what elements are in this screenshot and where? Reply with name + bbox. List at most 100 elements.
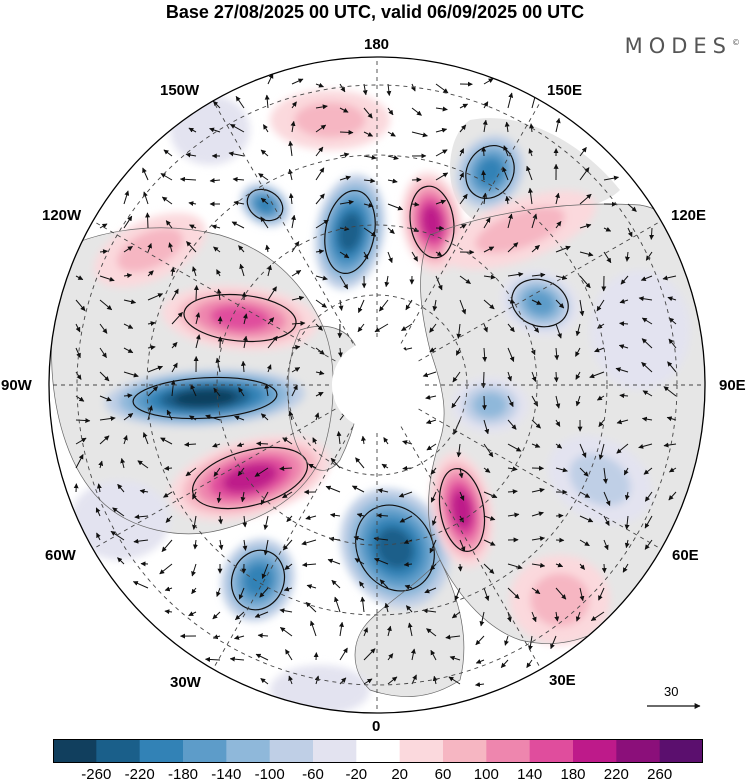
- lon-label-30e: 30E: [549, 672, 576, 689]
- meridian-30: [376, 98, 543, 386]
- wind-arrow: [459, 124, 467, 133]
- wind-arrow: [213, 246, 221, 253]
- wind-arrow: [435, 149, 448, 157]
- wind-arrow: [579, 299, 585, 317]
- wind-arrow: [315, 146, 324, 157]
- wind-arrow: [555, 221, 562, 229]
- wind-arrow: [339, 152, 350, 158]
- wind-arrow: [483, 563, 495, 574]
- wind-arrow: [663, 442, 677, 448]
- wind-arrow: [644, 491, 653, 502]
- wind-arrow: [216, 491, 222, 504]
- wind-arrow: [555, 117, 561, 133]
- wind-arrow: [238, 387, 245, 397]
- anomaly-blob-17-level-0: [70, 480, 170, 560]
- wind-arrow: [373, 536, 389, 542]
- wind-arrow: [451, 611, 461, 619]
- wind-arrow: [133, 538, 149, 544]
- wind-arrow: [359, 581, 365, 589]
- wind-arrow: [98, 460, 104, 469]
- wind-arrow: [435, 127, 448, 133]
- colorbar-swatch-14: [659, 739, 703, 763]
- wind-arrow: [259, 587, 269, 598]
- wind-arrow: [411, 251, 419, 262]
- lon-label-120w: 120W: [42, 207, 82, 224]
- wind-arrow: [168, 242, 174, 253]
- lon-label-150e: 150E: [547, 82, 583, 99]
- wind-arrow: [75, 347, 81, 359]
- anomaly-blob-1-level-3: [210, 305, 270, 331]
- wind-arrow: [123, 435, 128, 445]
- wind-arrow: [624, 491, 630, 501]
- wind-arrow: [238, 587, 245, 600]
- wind-arrow: [456, 323, 462, 339]
- wind-arrow: [305, 515, 317, 521]
- wind-arrow: [531, 371, 537, 382]
- wind-arrow: [531, 299, 542, 305]
- wind-arrow: [189, 415, 197, 421]
- wind-arrow: [667, 361, 677, 373]
- wind-arrow: [668, 467, 677, 473]
- wind-arrow: [555, 467, 568, 473]
- land-europe: [355, 560, 464, 697]
- wind-arrow: [279, 608, 293, 614]
- wind-arrow: [315, 347, 325, 355]
- wind-arrow: [233, 200, 245, 206]
- wind-arrow: [554, 611, 560, 622]
- reference-vector-label: 30: [664, 684, 679, 699]
- wind-arrow: [641, 317, 653, 325]
- wind-arrow: [192, 539, 198, 550]
- wind-arrow: [260, 413, 269, 421]
- wind-arrow: [213, 387, 221, 397]
- wind-arrow: [267, 335, 278, 349]
- wind-arrow: [99, 435, 110, 445]
- colorbar-label-8: 60: [434, 766, 452, 783]
- wind-arrow: [195, 334, 201, 349]
- wind-arrow: [353, 535, 365, 541]
- colorbar-label-13: 260: [647, 766, 673, 783]
- wind-arrow: [579, 193, 592, 205]
- wind-arrow: [75, 418, 91, 424]
- wind-arrow: [315, 299, 327, 308]
- wind-arrow: [435, 251, 443, 257]
- wind-arrow: [330, 457, 341, 469]
- wind-arrow: [192, 266, 197, 277]
- anomaly-blob-0-level-5: [173, 388, 237, 408]
- wind-arrow: [603, 175, 619, 181]
- wind-arrow: [235, 611, 245, 621]
- wind-arrow: [339, 251, 350, 259]
- wind-arrow: [242, 313, 248, 325]
- wind-arrow: [234, 415, 245, 421]
- wind-arrow: [531, 213, 538, 229]
- wind-arrow: [554, 347, 560, 361]
- wind-arrow: [377, 488, 389, 494]
- wind-arrow: [429, 347, 437, 353]
- wind-arrow: [282, 491, 293, 499]
- wind-arrow: [212, 100, 221, 109]
- wind-arrow: [189, 224, 197, 230]
- wind-arrow: [483, 515, 496, 521]
- wind-arrow: [483, 217, 491, 229]
- wind-arrow: [308, 463, 317, 469]
- wind-arrow: [362, 83, 368, 96]
- wind-arrow: [185, 467, 197, 477]
- lon-label-90e: 90E: [719, 377, 746, 394]
- contour-4: [409, 185, 455, 259]
- lon-label-120e: 120E: [671, 207, 707, 224]
- wind-arrow: [314, 675, 320, 685]
- wind-arrow: [240, 491, 246, 503]
- wind-arrow: [386, 83, 392, 96]
- colorbar-label-11: 180: [560, 766, 586, 783]
- wind-arrow: [405, 605, 413, 613]
- wind-arrow: [186, 241, 197, 253]
- wind-arrow: [235, 95, 245, 109]
- wind-arrow: [384, 275, 390, 288]
- wind-arrow: [528, 148, 534, 157]
- wind-arrow: [267, 264, 272, 277]
- wind-arrow: [75, 275, 84, 281]
- wind-arrow: [123, 190, 130, 205]
- wind-arrow: [619, 393, 629, 399]
- wind-arrow: [425, 394, 437, 400]
- colorbar-swatch-4: [226, 739, 271, 763]
- wind-arrow: [229, 123, 245, 133]
